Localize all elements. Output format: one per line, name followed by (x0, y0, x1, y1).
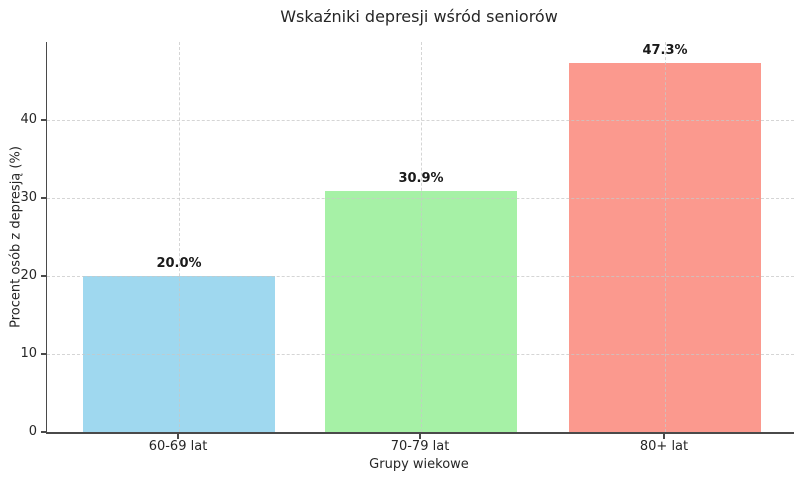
x-axis-label: Grupy wiekowe (369, 457, 469, 472)
y-tick-label: 10 (20, 346, 37, 361)
x-tick-label: 60-69 lat (148, 439, 208, 454)
y-tick-mark (41, 431, 46, 433)
bar-value-label: 47.3% (642, 43, 688, 59)
y-tick-label: 30 (20, 190, 37, 205)
y-tick-label: 40 (20, 112, 37, 127)
y-tick-mark (41, 119, 46, 121)
y-tick-label: 20 (20, 268, 37, 283)
bar-value-label: 20.0% (156, 256, 202, 271)
y-tick-mark (41, 197, 46, 199)
x-tick-mark (419, 434, 421, 439)
x-tick-mark (663, 434, 665, 439)
x-gridline (178, 42, 180, 432)
y-tick-mark (41, 353, 46, 355)
x-tick-label: 80+ lat (639, 439, 689, 454)
x-tick-label: 70-79 lat (390, 439, 450, 454)
bar-value-label: 30.9% (398, 170, 444, 186)
x-tick-mark (177, 434, 179, 439)
x-gridline (420, 42, 422, 432)
y-tick-label: 0 (28, 424, 37, 439)
plot-area: 20.0% 30.9% 47.3% (46, 42, 794, 434)
x-gridline (664, 42, 666, 432)
chart-title: Wskaźniki depresji wśród seniorów (280, 7, 558, 26)
y-axis-label: Procent osób z depresją (%) (8, 146, 24, 328)
y-tick-mark (41, 275, 46, 277)
